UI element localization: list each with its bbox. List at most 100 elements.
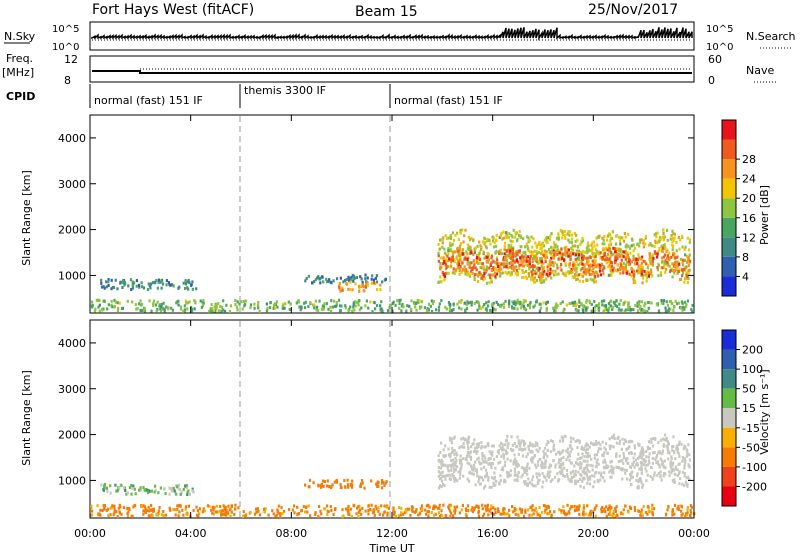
- power-cell: [586, 262, 589, 266]
- power-cell: [557, 237, 561, 241]
- velocity-cell: [565, 458, 568, 462]
- velocity-cell: [572, 437, 575, 441]
- power-cell: [503, 252, 506, 256]
- power-cell: [534, 241, 537, 245]
- velocity-cell: [594, 506, 597, 510]
- power-cell: [481, 266, 484, 270]
- power-cell: [592, 271, 595, 275]
- power-cell: [475, 300, 478, 304]
- velocity-cell: [646, 463, 650, 467]
- velocity-cell: [415, 508, 418, 512]
- velocity-cell: [90, 513, 94, 517]
- velocity-cell: [573, 509, 577, 513]
- power-cell: [673, 305, 676, 309]
- power-cell: [511, 247, 514, 251]
- power-cell: [618, 302, 621, 306]
- velocity-cell: [683, 472, 686, 476]
- power-cell: [634, 303, 637, 307]
- power-cell: [456, 246, 459, 250]
- velocity-cell: [493, 475, 497, 479]
- power-cell: [183, 308, 187, 312]
- power-cell: [282, 302, 285, 306]
- power-cell: [662, 255, 665, 259]
- power-cell: [516, 298, 519, 302]
- velocity-cell: [537, 472, 541, 476]
- power-cell: [620, 258, 623, 262]
- velocity-cell: [656, 462, 660, 466]
- velocity-cell: [570, 480, 573, 484]
- velocity-cell: [677, 442, 681, 446]
- power-cell: [611, 308, 614, 312]
- power-cell: [555, 236, 559, 240]
- velocity-cell: [277, 511, 280, 515]
- power-cell: [662, 232, 665, 236]
- power-cell: [627, 301, 630, 305]
- velocity-cell: [653, 451, 656, 455]
- power-cell: [472, 259, 475, 263]
- power-cell: [171, 308, 174, 312]
- y-tick-label: 4000: [58, 337, 86, 350]
- power-cell: [607, 306, 611, 310]
- velocity-cell: [569, 436, 573, 440]
- power-cell: [626, 253, 629, 257]
- nave-tick-bottom: 0: [708, 74, 715, 87]
- power-cell: [653, 245, 656, 249]
- velocity-cell: [516, 462, 520, 466]
- power-cell: [159, 305, 163, 309]
- power-cell: [673, 271, 676, 275]
- power-cell: [658, 246, 661, 250]
- velocity-cell: [191, 489, 194, 493]
- power-cell: [660, 256, 664, 260]
- power-cell: [541, 242, 545, 246]
- power-cell: [649, 242, 652, 246]
- power-cell: [578, 300, 581, 304]
- velocity-cell: [122, 486, 126, 490]
- power-cell: [518, 263, 521, 267]
- power-cell: [560, 254, 564, 258]
- power-cell: [553, 309, 556, 313]
- velocity-cell: [546, 472, 549, 476]
- power-cell: [670, 302, 673, 306]
- velocity-cell: [497, 451, 500, 455]
- power-cell: [137, 302, 141, 306]
- velocity-cell: [594, 514, 597, 518]
- velocity-cell: [573, 473, 576, 477]
- velocity-cell: [485, 509, 488, 513]
- power-cell: [516, 273, 519, 277]
- power-cell: [655, 235, 658, 239]
- power-cell: [542, 262, 545, 266]
- velocity-cell: [483, 512, 486, 516]
- velocity-cell: [617, 466, 620, 470]
- power-cell: [624, 245, 627, 249]
- power-cell: [283, 306, 286, 310]
- velocity-cell: [462, 442, 465, 446]
- power-cell: [577, 309, 580, 313]
- power-cell: [648, 257, 651, 261]
- velocity-cell: [655, 456, 658, 460]
- velocity-cell: [604, 442, 608, 446]
- velocity-cell: [475, 442, 478, 446]
- colorbar-tick-label: 28: [742, 153, 756, 166]
- velocity-cell: [147, 505, 150, 509]
- freq-tick-bottom: 8: [64, 74, 71, 87]
- power-cell: [640, 272, 643, 276]
- power-cell: [540, 273, 543, 277]
- velocity-cell: [654, 436, 657, 440]
- power-cell: [500, 267, 503, 271]
- velocity-cell: [554, 452, 558, 456]
- power-cell: [670, 233, 673, 237]
- power-cell: [499, 305, 502, 309]
- power-cell: [542, 301, 545, 305]
- velocity-cell: [664, 472, 667, 476]
- power-cell: [499, 248, 502, 252]
- velocity-cell: [660, 459, 664, 463]
- power-cell: [107, 303, 110, 307]
- power-cell: [479, 272, 482, 276]
- power-cell: [443, 274, 447, 278]
- power-cell: [468, 264, 472, 268]
- power-cell: [574, 263, 577, 267]
- velocity-cell: [575, 461, 578, 465]
- power-cell: [219, 304, 222, 308]
- velocity-cell: [489, 451, 493, 455]
- power-cell: [574, 267, 577, 271]
